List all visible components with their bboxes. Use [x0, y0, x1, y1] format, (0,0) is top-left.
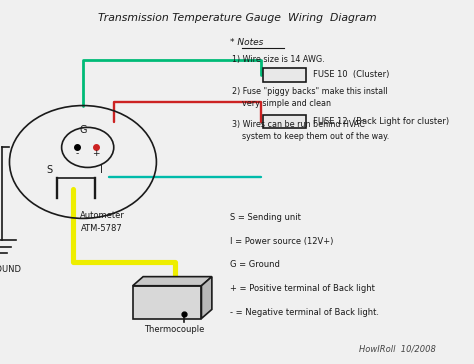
Text: HowIRoll  10/2008: HowIRoll 10/2008 [359, 344, 436, 353]
Text: + = Positive terminal of Back light: + = Positive terminal of Back light [230, 284, 375, 293]
Text: GROUND: GROUND [0, 265, 21, 274]
Text: 3) Wires can be run behind HVAC
    system to keep them out of the way.: 3) Wires can be run behind HVAC system t… [232, 120, 390, 141]
Text: 2) Fuse "piggy backs" make this install
    very simple and clean: 2) Fuse "piggy backs" make this install … [232, 87, 388, 108]
Text: Transmission Temperature Gauge  Wiring  Diagram: Transmission Temperature Gauge Wiring Di… [98, 13, 376, 23]
Text: I = Power source (12V+): I = Power source (12V+) [230, 237, 333, 246]
Text: - = Negative terminal of Back light.: - = Negative terminal of Back light. [230, 308, 379, 317]
Bar [263, 68, 306, 82]
Polygon shape [133, 277, 212, 286]
Text: +: + [92, 149, 100, 158]
Text: G: G [79, 125, 87, 135]
Text: S: S [46, 165, 52, 175]
Text: * Notes: * Notes [230, 38, 263, 47]
Polygon shape [201, 277, 212, 318]
Text: FUSE 12  (Back Light for cluster): FUSE 12 (Back Light for cluster) [313, 117, 449, 126]
Text: Autometer
ATM-5787: Autometer ATM-5787 [80, 211, 124, 233]
Text: FUSE 10  (Cluster): FUSE 10 (Cluster) [313, 71, 389, 79]
Text: 1) Wire size is 14 AWG.: 1) Wire size is 14 AWG. [232, 55, 325, 64]
Bar [133, 286, 201, 318]
Text: -: - [76, 149, 79, 158]
Text: Thermocouple: Thermocouple [144, 325, 204, 334]
Bar [263, 115, 306, 128]
Text: I: I [100, 165, 102, 175]
Text: S = Sending unit: S = Sending unit [230, 213, 301, 222]
Text: G = Ground: G = Ground [230, 260, 280, 269]
